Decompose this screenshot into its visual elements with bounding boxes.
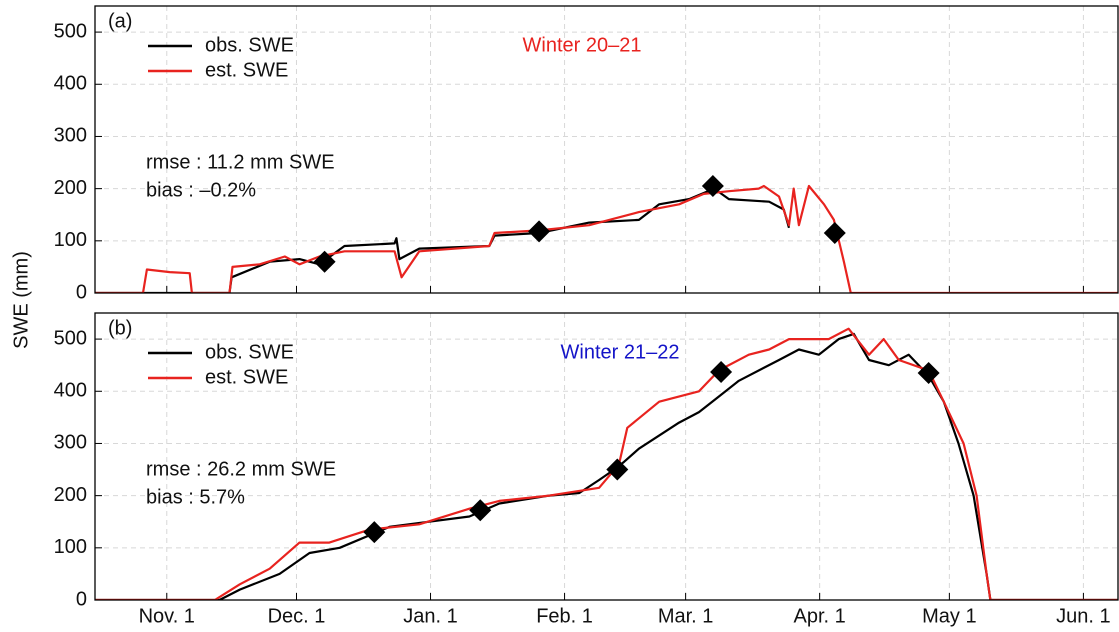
marker xyxy=(469,499,492,522)
y-tick-label: 0 xyxy=(76,281,87,303)
legend-label: est. SWE xyxy=(205,366,288,388)
annotation: Winter 20–21 xyxy=(523,34,642,56)
y-tick-label: 500 xyxy=(54,327,87,349)
marker xyxy=(701,175,724,198)
y-tick-label: 500 xyxy=(54,20,87,42)
legend-label: est. SWE xyxy=(205,59,288,81)
y-tick-label: 300 xyxy=(54,432,87,454)
x-tick-label: Nov. 1 xyxy=(139,605,195,627)
x-tick-label: May 1 xyxy=(922,605,976,627)
marker xyxy=(823,221,846,244)
marker xyxy=(363,521,386,544)
y-tick-label: 400 xyxy=(54,380,87,402)
stat-text: rmse : 26.2 mm SWE xyxy=(146,458,336,480)
marker xyxy=(528,220,551,243)
legend-label: obs. SWE xyxy=(205,341,294,363)
y-tick-label: 0 xyxy=(76,588,87,610)
y-tick-label: 200 xyxy=(54,177,87,199)
panel-label: (b) xyxy=(108,317,132,339)
x-tick-label: Jun. 1 xyxy=(1056,605,1110,627)
y-tick-label: 100 xyxy=(54,229,87,251)
x-tick-label: Dec. 1 xyxy=(268,605,326,627)
y-tick-label: 300 xyxy=(54,125,87,147)
stat-text: bias : 5.7% xyxy=(146,486,245,508)
series-line xyxy=(95,327,1118,600)
panel-label: (a) xyxy=(108,10,132,32)
x-tick-label: Mar. 1 xyxy=(658,605,714,627)
series-line xyxy=(95,184,1118,293)
marker xyxy=(606,458,629,481)
plot-frame xyxy=(94,5,1119,294)
marker xyxy=(710,360,733,383)
y-axis-label: SWE (mm) xyxy=(10,251,32,349)
plot-frame xyxy=(94,312,1119,601)
legend-label: obs. SWE xyxy=(205,34,294,56)
marker xyxy=(917,362,940,385)
x-tick-label: Apr. 1 xyxy=(794,605,846,627)
y-tick-label: 400 xyxy=(54,73,87,95)
x-tick-label: Jan. 1 xyxy=(403,605,457,627)
y-tick-label: 200 xyxy=(54,484,87,506)
annotation: Winter 21–22 xyxy=(561,341,680,363)
x-tick-label: Feb. 1 xyxy=(536,605,593,627)
marker xyxy=(313,250,336,273)
stat-text: bias : –0.2% xyxy=(146,179,256,201)
stat-text: rmse : 11.2 mm SWE xyxy=(146,151,335,173)
y-tick-label: 100 xyxy=(54,536,87,558)
